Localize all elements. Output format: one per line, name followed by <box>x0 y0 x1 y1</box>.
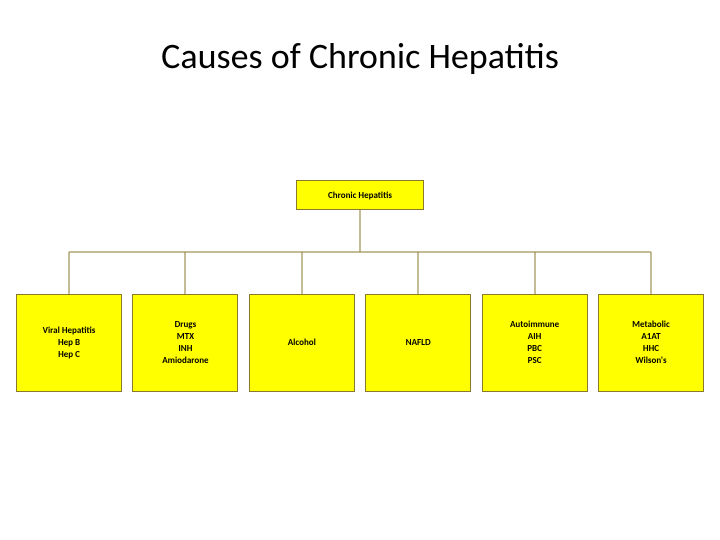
child-node: Viral HepatitisHep BHep C <box>16 294 122 392</box>
child-node-item: Hep B <box>58 337 80 349</box>
children-row: Viral HepatitisHep BHep CDrugsMTXINHAmio… <box>16 294 704 392</box>
child-node-item: MTX <box>177 331 194 343</box>
child-node-title: Metabolic <box>632 319 670 331</box>
root-node: Chronic Hepatitis <box>296 180 424 210</box>
child-node-title: Alcohol <box>288 337 316 349</box>
root-node-label: Chronic Hepatitis <box>328 190 392 201</box>
child-node-title: Viral Hepatitis <box>43 325 96 337</box>
child-node-item: PBC <box>527 343 542 355</box>
child-node-item: PSC <box>528 355 542 367</box>
child-node-item: A1AT <box>641 331 660 343</box>
child-node: MetabolicA1ATHHCWilson's <box>598 294 704 392</box>
child-node-item: Hep C <box>58 349 80 361</box>
child-node-title: Drugs <box>175 319 197 331</box>
connector-lines <box>0 0 720 540</box>
child-node: AutoimmuneAIHPBCPSC <box>482 294 588 392</box>
child-node-title: Autoimmune <box>510 319 559 331</box>
child-node-item: Amiodarone <box>162 355 208 367</box>
child-node: NAFLD <box>365 294 471 392</box>
child-node-item: INH <box>178 343 192 355</box>
child-node: DrugsMTXINHAmiodarone <box>132 294 238 392</box>
child-node-item: HHC <box>643 343 659 355</box>
slide: Causes of Chronic Hepatitis Chronic Hepa… <box>0 0 720 540</box>
child-node-item: Wilson's <box>635 355 666 367</box>
child-node: Alcohol <box>249 294 355 392</box>
child-node-item: AIH <box>528 331 542 343</box>
child-node-title: NAFLD <box>406 337 431 349</box>
